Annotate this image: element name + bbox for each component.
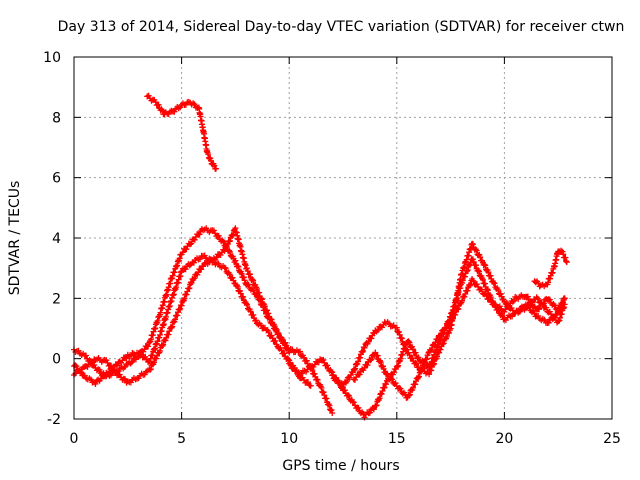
series-arc-7 <box>350 276 568 401</box>
y-axis-label: SDTVAR / TECUs <box>7 181 23 296</box>
y-tick-label: 2 <box>52 291 61 307</box>
x-tick-label: 25 <box>603 431 621 447</box>
y-tick-label: 10 <box>43 50 61 66</box>
series-arc-3 <box>71 252 314 389</box>
series-arc-5 <box>286 256 568 421</box>
y-tick-label: 0 <box>52 352 61 368</box>
y-tick-label: 6 <box>52 171 61 187</box>
x-tick-label: 20 <box>495 431 513 447</box>
plus-markers <box>350 276 568 401</box>
plot-frame <box>73 56 613 420</box>
series-arc-4 <box>144 92 220 172</box>
y-tick-labels: -2 0 2 4 6 8 10 <box>43 50 61 428</box>
series-arc-8 <box>531 247 570 290</box>
series-line <box>288 257 566 417</box>
plus-markers <box>144 92 220 172</box>
y-tick-label: -2 <box>47 412 61 428</box>
plus-markers <box>286 256 568 421</box>
y-tick-label: 8 <box>52 110 61 126</box>
x-tick-label: 10 <box>280 431 298 447</box>
data-series <box>71 92 570 421</box>
x-tick-label: 0 <box>70 431 79 447</box>
x-tick-label: 5 <box>177 431 186 447</box>
x-tick-label: 15 <box>388 431 406 447</box>
x-axis-label: GPS time / hours <box>282 458 399 474</box>
plus-markers <box>531 247 570 290</box>
plus-markers <box>71 252 314 389</box>
y-tick-label: 4 <box>52 231 61 247</box>
chart-title: Day 313 of 2014, Sidereal Day-to-day VTE… <box>58 19 625 35</box>
x-tick-labels: 0 5 10 15 20 25 <box>70 431 621 447</box>
